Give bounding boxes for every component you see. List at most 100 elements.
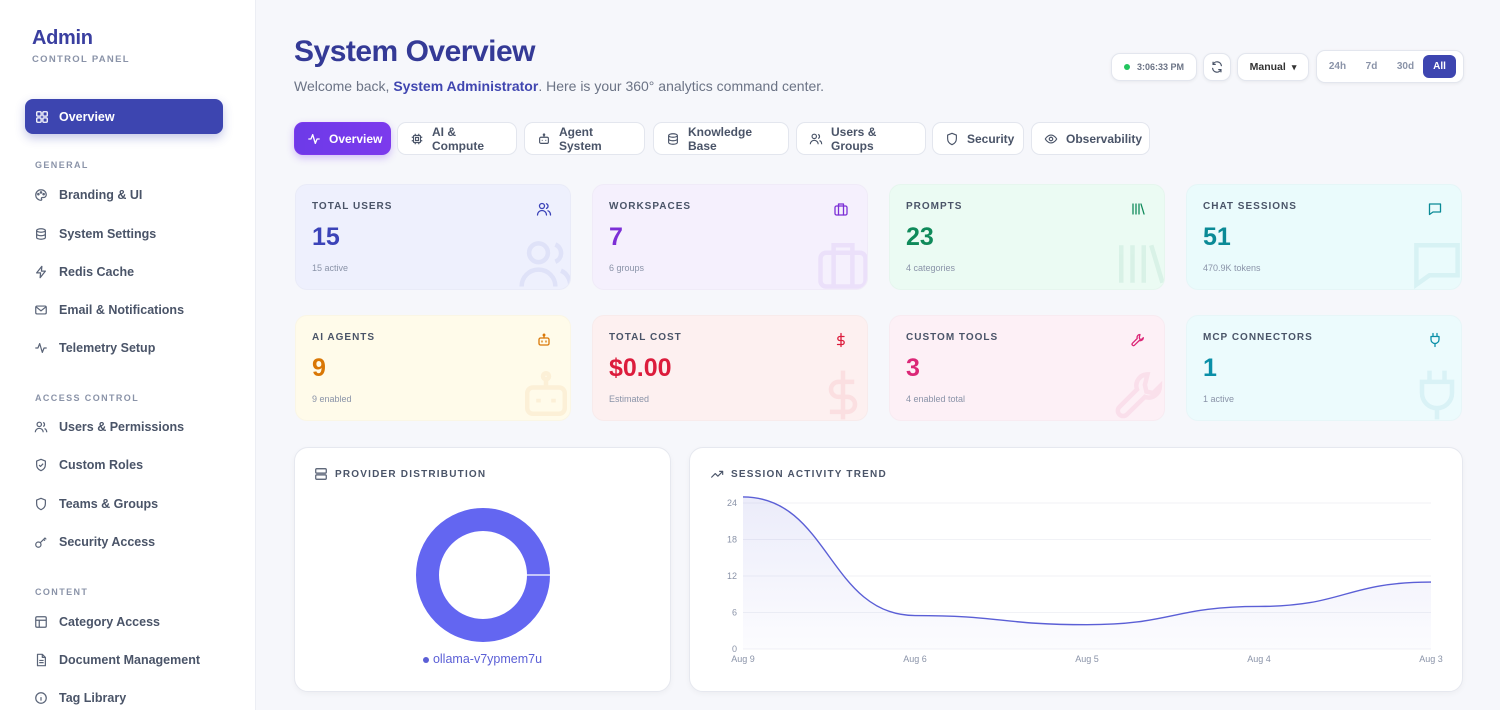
- watermark-users-icon: [516, 234, 570, 289]
- range-all-button[interactable]: All: [1423, 55, 1456, 78]
- x-tick-label: Aug 5: [1075, 654, 1099, 664]
- sidebar-item-telemetry[interactable]: Telemetry Setup: [34, 336, 234, 360]
- stat-subtext: 470.9K tokens: [1203, 263, 1261, 273]
- tab-agent-system[interactable]: Agent System: [524, 122, 645, 155]
- watermark-dollar-icon: [813, 365, 867, 420]
- stat-label: PROMPTS: [906, 201, 963, 212]
- stat-card[interactable]: TOTAL COST $0.00 Estimated: [592, 315, 868, 421]
- sidebar-item-tag-library[interactable]: Tag Library: [34, 686, 234, 710]
- stat-card[interactable]: CHAT SESSIONS 51 470.9K tokens: [1186, 184, 1462, 290]
- stat-value: $0.00: [609, 354, 672, 382]
- watermark-bot-icon: [516, 365, 570, 420]
- stat-label: TOTAL USERS: [312, 201, 393, 212]
- sidebar-item-overview[interactable]: Overview: [25, 99, 223, 134]
- tab-knowledge-base[interactable]: Knowledge Base: [653, 122, 789, 155]
- info-icon: [34, 691, 48, 705]
- welcome-message: Welcome back, System Administrator. Here…: [294, 78, 825, 94]
- trend-series-line[interactable]: [742, 496, 1432, 626]
- y-tick-label: 24: [727, 498, 737, 508]
- sidebar-item-system-settings[interactable]: System Settings: [34, 222, 234, 246]
- y-tick-label: 6: [732, 608, 737, 618]
- bolt-icon: [34, 265, 48, 279]
- palette-icon: [34, 188, 48, 202]
- refresh-button[interactable]: [1203, 53, 1231, 81]
- stat-value: 1: [1203, 354, 1217, 382]
- tab-security[interactable]: Security: [932, 122, 1024, 155]
- message-icon: [1427, 201, 1443, 222]
- wrench-icon: [1130, 332, 1146, 353]
- range-30d-button[interactable]: 30d: [1396, 61, 1415, 72]
- sidebar-item-label: Custom Roles: [59, 458, 144, 472]
- sidebar-item-redis-cache[interactable]: Redis Cache: [34, 260, 234, 284]
- stat-subtext: 9 enabled: [312, 394, 352, 404]
- trend-area-fill: [743, 496, 1431, 649]
- mail-icon: [34, 303, 48, 317]
- stat-card[interactable]: PROMPTS 23 4 categories: [889, 184, 1165, 290]
- sidebar-item-document-management[interactable]: Document Management: [34, 648, 234, 672]
- sidebar-item-teams-groups[interactable]: Teams & Groups: [34, 492, 234, 516]
- stat-card[interactable]: TOTAL USERS 15 15 active: [295, 184, 571, 290]
- chart-legend[interactable]: ollama-v7ypmem7u: [295, 652, 670, 666]
- x-tick-label: Aug 6: [903, 654, 927, 664]
- donut-slice[interactable]: [416, 508, 550, 642]
- sidebar-item-security-access[interactable]: Security Access: [34, 530, 234, 554]
- grid-icon: [35, 110, 49, 124]
- sidebar-item-label: System Settings: [59, 227, 157, 241]
- sidebar-item-custom-roles[interactable]: Custom Roles: [34, 453, 234, 477]
- sidebar-item-users-permissions[interactable]: Users & Permissions: [34, 415, 234, 439]
- bot-icon: [536, 332, 552, 353]
- range-7d-button[interactable]: 7d: [1365, 61, 1378, 72]
- sidebar-item-label: Document Management: [59, 653, 200, 667]
- sidebar-item-label: Category Access: [59, 615, 160, 629]
- database-icon: [666, 132, 680, 146]
- sidebar-item-email[interactable]: Email & Notifications: [34, 298, 234, 322]
- stat-subtext: 15 active: [312, 263, 349, 273]
- stat-subtext: 6 groups: [609, 263, 645, 273]
- live-status-dot: [1123, 64, 1130, 70]
- stat-value: 9: [312, 354, 326, 382]
- session-trend-panel: SESSION ACTIVITY TREND 0 6 12 18 24 Aug 9 Aug …: [689, 447, 1463, 692]
- tab-overview[interactable]: Overview: [294, 122, 391, 155]
- sidebar: Admin CONTROL PANEL Overview GENERAL Bra…: [0, 0, 256, 710]
- sidebar-item-label: Overview: [59, 109, 115, 124]
- library-icon: [1130, 201, 1146, 222]
- watermark-library-icon: [1110, 234, 1164, 289]
- sidebar-item-category-access[interactable]: Category Access: [34, 610, 234, 634]
- stat-value: 51: [1203, 223, 1231, 251]
- watermark-plug-icon: [1407, 365, 1461, 420]
- x-tick-label: Aug 3: [1419, 654, 1443, 664]
- legend-dot: [422, 656, 429, 663]
- tab-observability[interactable]: Observability: [1031, 122, 1150, 155]
- file-icon: [34, 653, 48, 667]
- stat-card[interactable]: WORKSPACES 7 6 groups: [592, 184, 868, 290]
- users-icon: [809, 132, 823, 146]
- layout-icon: [34, 615, 48, 629]
- shield-icon: [945, 132, 959, 146]
- x-tick-label: Aug 4: [1247, 654, 1271, 664]
- watermark-briefcase-icon: [813, 234, 867, 289]
- refresh-mode-select[interactable]: Manual ▾: [1237, 53, 1309, 81]
- stat-card[interactable]: CUSTOM TOOLS 3 4 enabled total: [889, 315, 1165, 421]
- stat-label: CHAT SESSIONS: [1203, 201, 1297, 212]
- live-clock: 3:06:33 PM: [1111, 53, 1197, 81]
- sidebar-item-label: Tag Library: [59, 691, 127, 705]
- section-access-control-label: ACCESS CONTROL: [35, 393, 140, 403]
- brand-title: Admin: [32, 27, 93, 49]
- stat-card[interactable]: AI AGENTS 9 9 enabled: [295, 315, 571, 421]
- sidebar-item-label: Email & Notifications: [59, 303, 185, 317]
- tab-ai-compute[interactable]: AI & Compute: [397, 122, 517, 155]
- range-24h-button[interactable]: 24h: [1328, 61, 1347, 72]
- dollar-icon: [833, 332, 849, 353]
- stat-card[interactable]: MCP CONNECTORS 1 1 active: [1186, 315, 1462, 421]
- panel-title: SESSION ACTIVITY TREND: [710, 467, 887, 481]
- y-tick-label: 12: [727, 571, 737, 581]
- stat-label: TOTAL COST: [609, 332, 682, 343]
- tab-users-groups[interactable]: Users & Groups: [796, 122, 926, 155]
- shield-check-icon: [34, 458, 48, 472]
- database-icon: [34, 227, 48, 241]
- clock-time: 3:06:33 PM: [1136, 62, 1185, 72]
- plug-icon: [1427, 332, 1443, 353]
- sidebar-item-branding[interactable]: Branding & UI: [34, 183, 234, 207]
- trending-up-icon: [710, 467, 724, 481]
- sidebar-item-label: Telemetry Setup: [59, 341, 156, 355]
